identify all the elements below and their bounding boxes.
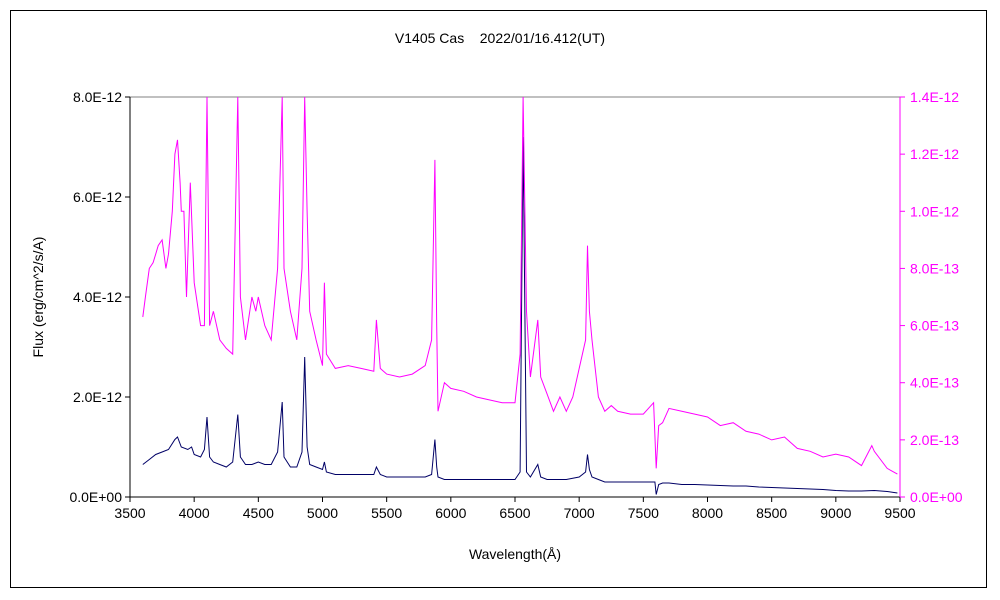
x-tick-label: 4000 — [179, 505, 210, 521]
y-left-tick-label: 6.0E-12 — [73, 189, 122, 205]
series-line-left-axis — [142, 136, 898, 495]
x-tick-label: 3500 — [114, 505, 145, 521]
y-right-tick-label: 4.0E-13 — [910, 375, 959, 391]
x-tick-label: 5000 — [307, 505, 338, 521]
x-tick-label: 8500 — [756, 505, 787, 521]
y-left-tick-label: 0.0E+00 — [69, 489, 122, 505]
x-tick-label: 9500 — [884, 505, 915, 521]
y-right-tick-label: 0.0E+00 — [910, 489, 963, 505]
y-ticks-right: 0.0E+00 2.0E-13 4.0E-13 6.0E-13 8.0E-13 1.0E-… — [900, 89, 963, 505]
y-left-tick-label: 2.0E-12 — [73, 389, 122, 405]
y-axis-label: Flux (erg/cm^2/s/A) — [30, 237, 46, 358]
series-line-right-axis — [142, 97, 898, 475]
y-right-tick-label: 1.2E-12 — [910, 146, 959, 162]
x-axis-label: Wavelength(Å) — [469, 546, 561, 562]
chart-frame — [10, 10, 987, 588]
y-ticks-left: 0.0E+00 2.0E-12 4.0E-12 6.0E-12 8.0E-12 — [69, 89, 130, 505]
x-tick-label: 5500 — [371, 505, 402, 521]
x-tick-label: 8000 — [692, 505, 723, 521]
x-ticks: 3500 4000 4500 5000 5500 6000 6500 7000 7500 8000… — [114, 497, 916, 521]
x-tick-label: 4500 — [243, 505, 274, 521]
x-tick-label: 9000 — [820, 505, 851, 521]
y-left-tick-label: 8.0E-12 — [73, 89, 122, 105]
y-right-tick-label: 8.0E-13 — [910, 260, 959, 276]
y-right-tick-label: 6.0E-13 — [910, 318, 959, 334]
x-tick-label: 6500 — [499, 505, 530, 521]
x-tick-label: 7000 — [564, 505, 595, 521]
y-right-tick-label: 1.4E-12 — [910, 89, 959, 105]
x-tick-label: 6000 — [435, 505, 466, 521]
series-group — [142, 97, 898, 495]
x-tick-label: 7500 — [628, 505, 659, 521]
y-right-tick-label: 1.0E-12 — [910, 203, 959, 219]
y-left-tick-label: 4.0E-12 — [73, 289, 122, 305]
chart-title: V1405 Cas 2022/01/16.412(UT) — [395, 30, 605, 46]
y-right-tick-label: 2.0E-13 — [910, 432, 959, 448]
